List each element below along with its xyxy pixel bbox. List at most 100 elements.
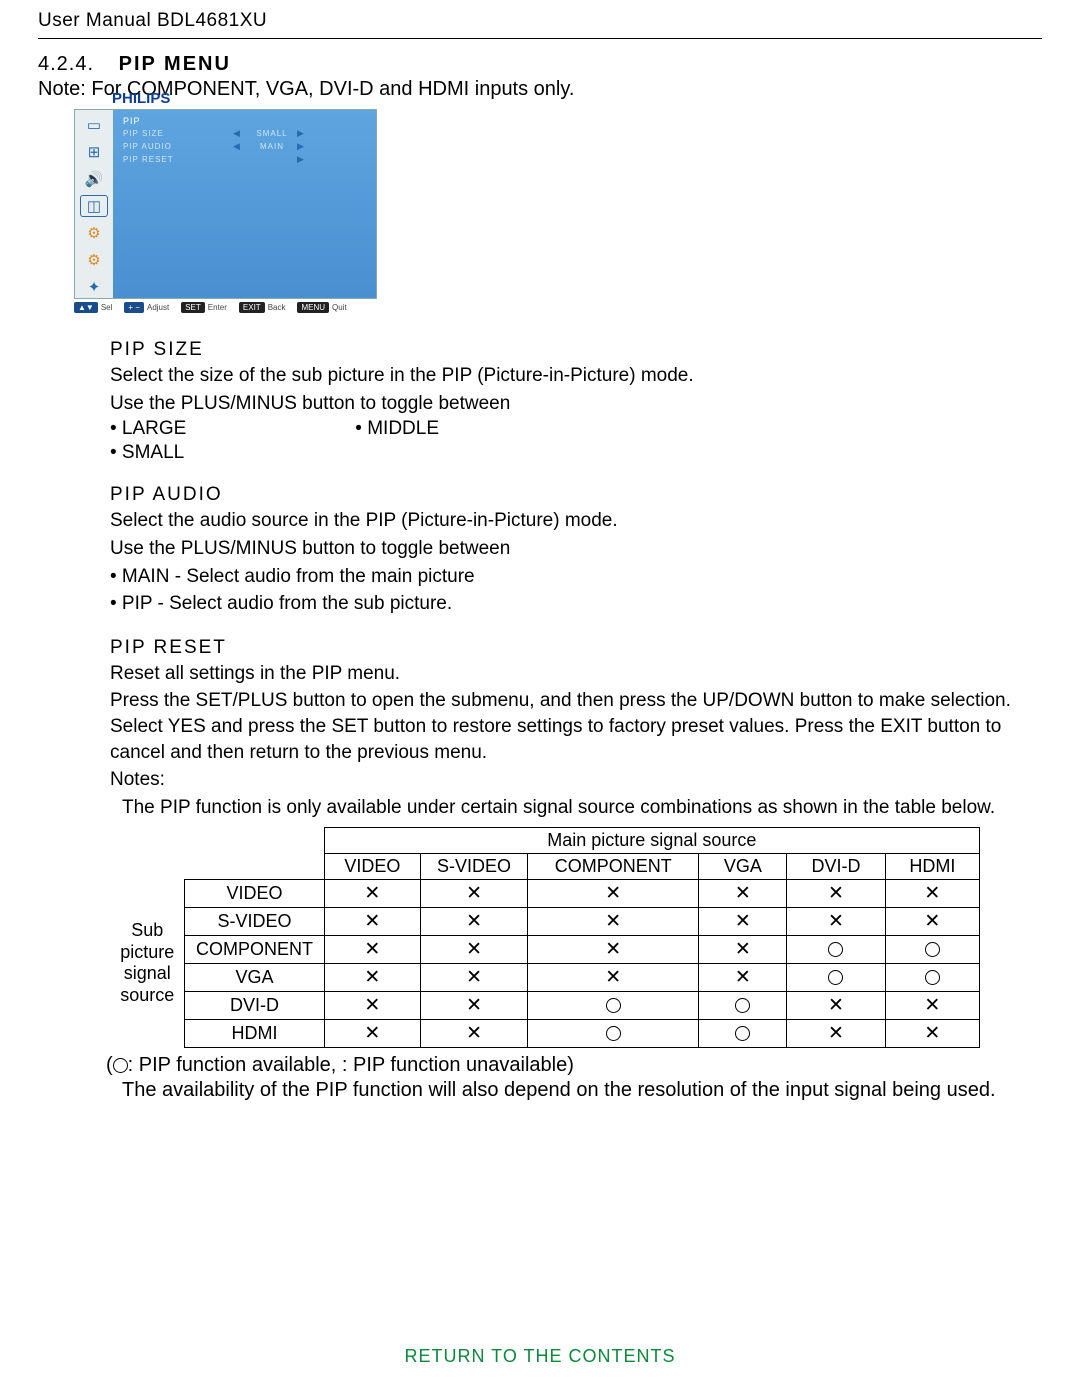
row-header: S-VIDEO <box>185 907 324 935</box>
row-header: DVI-D <box>185 991 324 1019</box>
table-main-header: Main picture signal source <box>324 827 979 853</box>
compat-cell: ✕ <box>324 1019 420 1047</box>
osd-item-value: MAIN <box>247 142 297 151</box>
compat-cell <box>528 991 699 1019</box>
body-text: Reset all settings in the PIP menu. <box>110 661 1042 687</box>
header-title: User Manual BDL4681XU <box>38 0 1042 39</box>
osd-item-label: PIP AUDIO <box>123 142 233 151</box>
compat-cell: ✕ <box>885 991 979 1019</box>
section-title: PIP MENU <box>119 53 231 75</box>
compat-cell <box>699 991 787 1019</box>
compat-cell: ✕ <box>885 1019 979 1047</box>
compat-cell: ✕ <box>421 963 528 991</box>
osd-panel: PIP PIP SIZE ◀ SMALL ▶ PIP AUDIO ◀ MAIN … <box>113 110 376 298</box>
compat-cell <box>699 1019 787 1047</box>
legend-text: Quit <box>332 303 347 312</box>
compat-table: Main picture signal source VIDEO S-VIDEO… <box>110 827 980 1048</box>
compat-cell: ✕ <box>885 879 979 907</box>
compat-cell: ✕ <box>421 935 528 963</box>
col-header: DVI-D <box>787 853 886 879</box>
compat-cell: ✕ <box>421 907 528 935</box>
row-header: VGA <box>185 963 324 991</box>
compat-cell: ✕ <box>787 907 886 935</box>
compat-cell <box>885 963 979 991</box>
osd-title: PIP <box>123 116 366 126</box>
body-text: Select the size of the sub picture in th… <box>110 363 1042 389</box>
col-header: VIDEO <box>324 853 420 879</box>
compat-cell: ✕ <box>528 879 699 907</box>
osd-row: PIP SIZE ◀ SMALL ▶ <box>123 128 366 139</box>
compat-cell: ✕ <box>324 935 420 963</box>
pip-audio-heading: PIP AUDIO <box>110 484 1042 506</box>
pip-size-heading: PIP SIZE <box>110 339 1042 361</box>
legend-text: : PIP function available, : PIP function… <box>128 1054 574 1076</box>
advanced-icon: ✦ <box>80 275 108 298</box>
compat-cell: ✕ <box>421 991 528 1019</box>
body-text: Use the PLUS/MINUS button to toggle betw… <box>110 536 1042 562</box>
key-icon: SET <box>181 302 205 313</box>
arrow-left-icon: ◀ <box>233 141 247 152</box>
body-text: Press the SET/PLUS button to open the su… <box>110 688 1042 765</box>
key-icon: EXIT <box>239 302 265 313</box>
col-header: VGA <box>699 853 787 879</box>
compat-cell: ✕ <box>528 963 699 991</box>
circle-icon <box>113 1058 128 1073</box>
col-header: S-VIDEO <box>421 853 528 879</box>
body-text: Select the audio source in the PIP (Pict… <box>110 508 1042 534</box>
legend-open: ( <box>106 1054 113 1076</box>
picture-icon: ▭ <box>80 114 108 137</box>
compat-cell: ✕ <box>787 991 886 1019</box>
osd-item-label: PIP RESET <box>123 155 233 164</box>
side-header: Subpicturesignalsource <box>110 879 185 1047</box>
table-legend: ( : PIP function available, : PIP functio… <box>106 1054 1042 1077</box>
row-header: HDMI <box>185 1019 324 1047</box>
legend-text: Sel <box>101 303 113 312</box>
pip-icon: ◫ <box>80 195 108 218</box>
row-header: VIDEO <box>185 879 324 907</box>
arrow-right-icon: ▶ <box>297 128 311 139</box>
bullet-item: • MIDDLE <box>355 418 439 439</box>
col-header: COMPONENT <box>528 853 699 879</box>
osd-screenshot: PHILIPS ▭ ⊞ 🔊 ◫ ⚙ ⚙ ✦ PIP PIP SIZE ◀ SMA… <box>38 109 1042 313</box>
compat-cell: ✕ <box>885 907 979 935</box>
compat-cell: ✕ <box>324 879 420 907</box>
compat-cell: ✕ <box>528 907 699 935</box>
notes-label: Notes: <box>110 767 1042 793</box>
legend-text: Adjust <box>147 303 169 312</box>
note-text: The PIP function is only available under… <box>122 795 1042 821</box>
compat-cell: ✕ <box>787 1019 886 1047</box>
compat-cell: ✕ <box>699 935 787 963</box>
compat-cell: ✕ <box>699 879 787 907</box>
bullet-item: • MAIN - Select audio from the main pict… <box>110 564 1042 590</box>
osd-sidebar: ▭ ⊞ 🔊 ◫ ⚙ ⚙ ✦ <box>75 110 113 298</box>
note-text: The availability of the PIP function wil… <box>122 1079 1042 1102</box>
compat-cell: ✕ <box>324 963 420 991</box>
compat-cell: ✕ <box>787 879 886 907</box>
compat-cell <box>528 1019 699 1047</box>
pip-reset-heading: PIP RESET <box>110 637 1042 659</box>
config2-icon: ⚙ <box>80 248 108 271</box>
key-icon: MENU <box>297 302 329 313</box>
body-text: Use the PLUS/MINUS button to toggle betw… <box>110 391 1042 417</box>
compat-cell: ✕ <box>421 1019 528 1047</box>
key-icon: ▲▼ <box>74 302 98 313</box>
legend-text: Back <box>268 303 286 312</box>
arrow-right-icon: ▶ <box>297 141 311 152</box>
compat-cell <box>885 935 979 963</box>
arrow-left-icon: ◀ <box>233 128 247 139</box>
col-header: HDMI <box>885 853 979 879</box>
legend-text: Enter <box>208 303 227 312</box>
config1-icon: ⚙ <box>80 221 108 244</box>
brand-logo: PHILIPS <box>112 90 170 107</box>
compat-cell: ✕ <box>528 935 699 963</box>
compat-cell: ✕ <box>324 907 420 935</box>
osd-row: PIP AUDIO ◀ MAIN ▶ <box>123 141 366 152</box>
osd-item-value: SMALL <box>247 129 297 138</box>
arrow-right-icon: ▶ <box>297 154 311 165</box>
compat-cell <box>787 963 886 991</box>
audio-icon: 🔊 <box>80 168 108 191</box>
bullet-item: • PIP - Select audio from the sub pictur… <box>110 591 1042 617</box>
osd-legend: ▲▼Sel + −Adjust SETEnter EXITBack MENUQu… <box>74 302 1042 313</box>
return-to-contents-link[interactable]: RETURN TO THE CONTENTS <box>404 1346 675 1366</box>
compat-cell: ✕ <box>699 907 787 935</box>
